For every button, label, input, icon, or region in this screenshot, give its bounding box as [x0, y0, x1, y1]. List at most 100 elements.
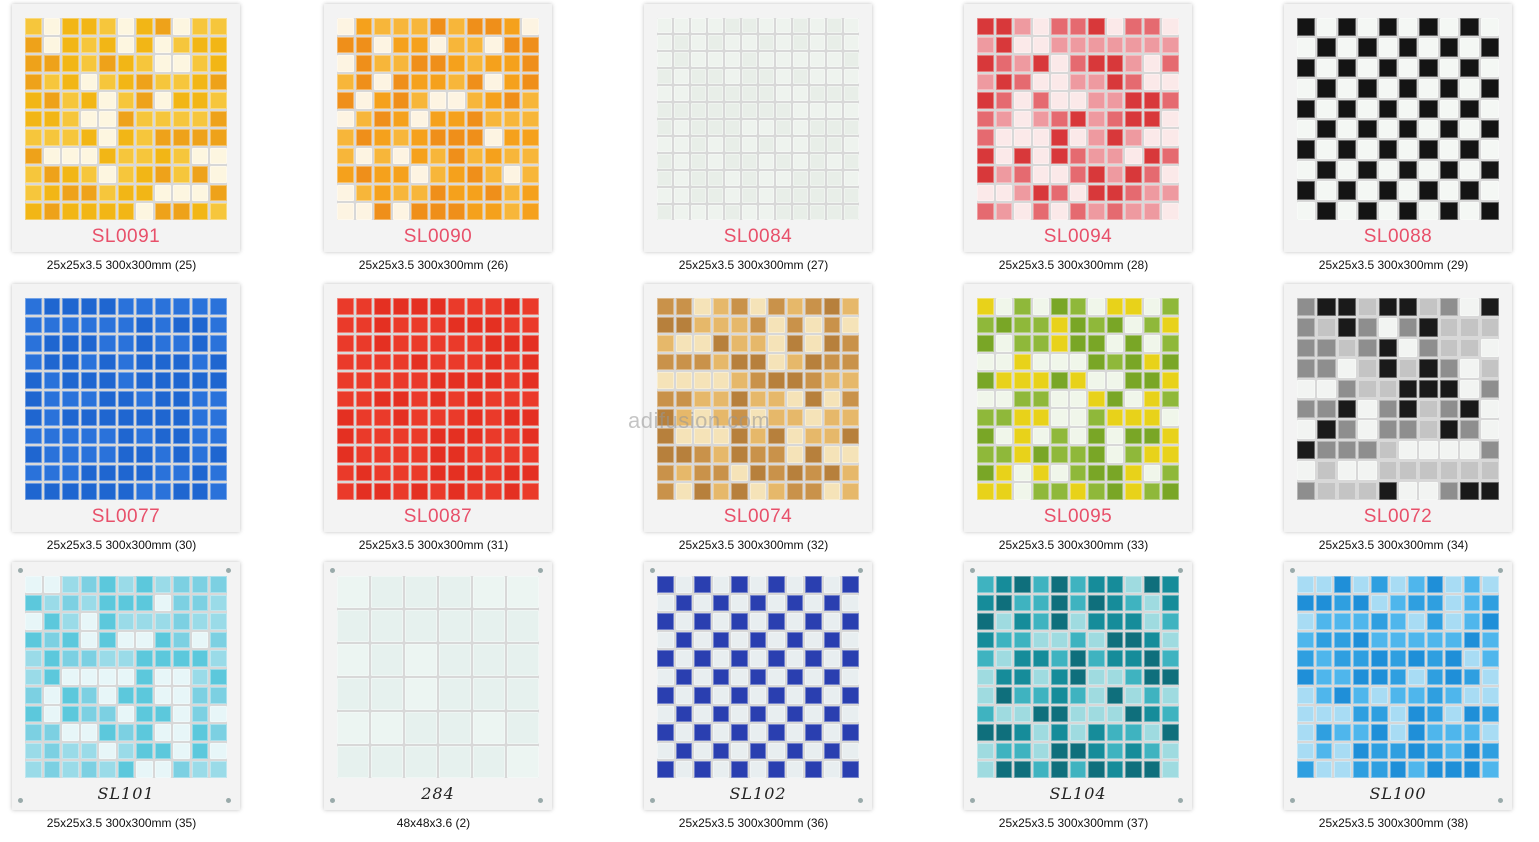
product-card[interactable]: SL0094 25x25x3.5 300x300mm (28) [960, 4, 1267, 284]
mosaic-tile [154, 409, 172, 426]
mosaic-tile [1398, 298, 1418, 317]
product-card[interactable]: SL102 25x25x3.5 300x300mm (36) [640, 562, 947, 842]
mosaic-tile [392, 409, 410, 426]
product-card[interactable]: SL0091 25x25x3.5 300x300mm (25) [8, 4, 315, 284]
mosaic-tile [823, 631, 841, 649]
mosaic-tile [731, 761, 748, 778]
product-card[interactable]: 284 48x48x3.6 (2) [320, 562, 627, 842]
product-caption: 25x25x3.5 300x300mm (26) [358, 258, 509, 272]
product-card[interactable]: SL0095 25x25x3.5 300x300mm (33) [960, 284, 1267, 564]
mosaic-tile [1482, 668, 1499, 686]
mount-hole [1498, 798, 1503, 803]
product-card[interactable]: SL0088 25x25x3.5 300x300mm (29) [1280, 4, 1539, 284]
mosaic-tile [1069, 464, 1087, 482]
mosaic-tile [844, 171, 859, 186]
mount-hole [970, 798, 975, 803]
mosaic-tile [1069, 761, 1087, 778]
mosaic-tile [1419, 399, 1438, 419]
mosaic-tile [355, 390, 373, 408]
mosaic-tile [805, 594, 822, 612]
mosaic-tile [1125, 316, 1142, 334]
mosaic-tile [1125, 631, 1142, 649]
mosaic-tile [844, 52, 859, 67]
mosaic-tile [466, 129, 484, 146]
product-caption: 25x25x3.5 300x300mm (30) [46, 538, 197, 552]
mosaic-tile [466, 446, 484, 463]
mosaic-tile [1014, 631, 1031, 649]
mosaic-tile [80, 166, 98, 183]
mosaic-tile [1463, 650, 1481, 667]
mosaic-tile [374, 55, 391, 72]
mount-hole [330, 568, 335, 573]
mosaic-tile [823, 409, 841, 426]
mosaic-tile [1378, 318, 1397, 337]
product-card[interactable]: SL101 25x25x3.5 300x300mm (35) [8, 562, 315, 842]
mosaic-tile [1460, 379, 1479, 398]
mosaic-tile [43, 166, 61, 183]
mosaic-tile [80, 316, 98, 334]
mosaic-tile [1315, 761, 1333, 778]
mosaic-tile [1460, 318, 1479, 337]
mosaic-tile [173, 705, 190, 723]
mosaic-tile [1297, 318, 1316, 337]
mosaic-tile [1297, 58, 1316, 78]
mosaic-tile [522, 92, 539, 109]
mosaic-tile [1480, 58, 1499, 78]
mosaic-tile [503, 464, 521, 482]
mosaic-tile [522, 390, 539, 408]
product-card[interactable]: SL0077 25x25x3.5 300x300mm (30) [8, 284, 315, 564]
mosaic-tile [522, 184, 539, 202]
mosaic-tile [776, 137, 791, 152]
mosaic-tile [995, 650, 1013, 667]
mosaic-tile [337, 409, 354, 426]
mosaic-tile [429, 129, 447, 146]
mosaic-tile [1125, 687, 1142, 704]
mosaic-tile [694, 650, 711, 667]
mount-hole [1290, 798, 1295, 803]
mosaic-tile [776, 205, 791, 220]
mosaic-tile [392, 55, 410, 72]
mosaic-tile [522, 36, 539, 54]
mosaic-tile [136, 147, 153, 165]
mosaic-tile [731, 705, 748, 723]
mosaic-tile [995, 147, 1013, 165]
product-card[interactable]: SL104 25x25x3.5 300x300mm (37) [960, 562, 1267, 842]
mosaic-tile [1352, 687, 1370, 704]
mosaic-tile [810, 52, 825, 67]
mosaic-tile [485, 409, 502, 426]
mosaic-tile [1051, 409, 1068, 426]
mosaic-tile [768, 372, 785, 389]
mosaic-tile [1419, 201, 1438, 220]
mosaic-tile [1162, 427, 1179, 445]
mosaic-tile [80, 335, 98, 352]
product-card[interactable]: SL0074 25x25x3.5 300x300mm (32) [640, 284, 947, 564]
mosaic-tile [448, 18, 465, 35]
mosaic-tile [995, 761, 1013, 778]
mosaic-tile [25, 631, 42, 649]
mosaic-tile [473, 610, 505, 642]
mosaic-tile [1069, 203, 1087, 220]
mosaic-tile [1125, 576, 1142, 593]
mosaic-tile [657, 335, 674, 352]
mosaic-tile [337, 483, 354, 500]
mosaic-tile [810, 103, 825, 118]
mosaic-tile [1162, 110, 1179, 128]
mosaic-tile [154, 129, 172, 146]
mosaic-tile [117, 73, 135, 91]
product-card[interactable]: SL0090 25x25x3.5 300x300mm (26) [320, 4, 627, 284]
product-card[interactable]: SL0087 25x25x3.5 300x300mm (31) [320, 284, 627, 564]
mosaic-tile [1162, 446, 1179, 463]
mosaic-tile [25, 316, 42, 334]
mosaic-tile [466, 73, 484, 91]
mosaic-tile [708, 86, 723, 101]
mosaic-tile [485, 73, 502, 91]
mosaic-tile [1315, 687, 1333, 704]
product-card[interactable]: SL0084 25x25x3.5 300x300mm (27) [640, 4, 947, 284]
product-card[interactable]: SL100 25x25x3.5 300x300mm (38) [1280, 562, 1539, 842]
mosaic-tile [503, 316, 521, 334]
product-card[interactable]: SL0072 25x25x3.5 300x300mm (34) [1280, 284, 1539, 564]
mosaic-tile [210, 483, 227, 500]
mount-hole [970, 568, 975, 573]
mosaic-tile [749, 335, 767, 352]
mosaic-tile [1088, 409, 1105, 426]
